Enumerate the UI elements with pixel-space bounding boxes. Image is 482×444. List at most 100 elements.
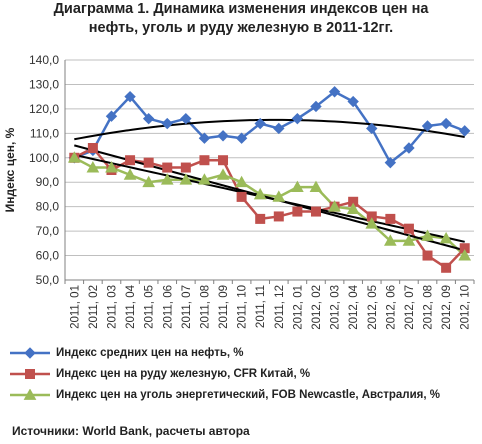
x-tick-label: 2011, 09 [218,285,230,329]
x-tick-label: 2012, 06 [385,285,397,330]
y-tick-label: 110,0 [30,126,59,140]
chart-legend: Индекс средних цен на нефть, % Индекс цен… [10,342,478,405]
axis-labels: 50,0 60,0 70,0 80,0 90,0 100,0 110,0 120,0 130,0… [3,53,472,330]
data-point [366,122,378,135]
y-tick-label: 60,0 [36,249,60,263]
data-point [365,217,379,229]
data-point [440,117,452,130]
data-point [124,90,136,103]
data-point [328,200,341,212]
y-tick-label: 80,0 [36,200,60,214]
data-point [310,100,322,113]
y-tick-label: 100,0 [29,151,59,165]
x-tick-label: 2011, 11 [255,285,267,328]
chart-title-line-2: нефть, уголь и руду железную в 2011-12гг… [88,20,394,36]
source-note: Источники: World Bank, расчеты автора [12,424,250,438]
data-point [24,346,36,359]
data-point [179,173,193,185]
data-point [272,190,286,202]
data-point [385,213,396,224]
x-tick-label: 2012, 08 [423,285,435,330]
data-point [236,191,247,202]
trend-line-coal [74,153,465,243]
chart-title-line-1: Диаграмма 1. Динамика изменения индексов… [53,1,429,17]
x-tick-label: 2011, 07 [181,285,193,329]
data-point [273,211,284,222]
series-markers [67,86,472,273]
data-point [123,168,137,180]
data-point [292,206,303,217]
x-tick-label: 2011, 04 [125,284,137,329]
data-point [23,388,37,400]
data-point [421,120,434,132]
data-point [439,231,453,244]
x-tick-label: 2012, 02 [311,285,323,330]
data-point [161,117,173,130]
series-lines [73,90,466,270]
legend-label: Индекс цен на уголь энергетический, FOB … [56,388,440,401]
legend-item-oil: Индекс средних цен на нефть, % [10,342,478,363]
series-line-ore [73,146,466,270]
y-tick-label: 50,0 [36,273,60,287]
data-point [180,162,191,173]
data-point [86,161,100,173]
y-tick-label: 70,0 [36,224,60,238]
data-point [347,95,359,108]
x-tick-label: 2012, 01 [292,285,304,330]
chart-title: Диаграмма 1. Динамика изменения индексов… [0,0,482,38]
legend-item-coal: Индекс цен на уголь энергетический, FOB … [10,384,478,405]
legend-swatch-coal [10,388,50,400]
data-point [125,155,136,166]
y-tick-label: 120,0 [29,102,59,116]
data-point [198,132,211,144]
data-point [421,229,434,241]
data-point [180,112,192,125]
data-point [143,157,154,168]
data-point [160,173,174,185]
data-point [105,161,118,173]
x-tick-label: 2012, 10 [460,285,472,330]
data-point [142,175,156,188]
data-point [402,234,416,246]
data-point [458,249,472,261]
data-point [273,122,285,135]
data-point [235,175,248,188]
x-tick-label: 2011, 01 [69,285,81,329]
x-tick-label: 2011, 10 [237,285,249,329]
data-point [142,112,155,125]
x-tick-label: 2011, 12 [274,285,286,329]
legend-swatch-ore [10,368,50,379]
grid-lines [65,59,474,281]
x-tick-label: 2011, 03 [106,285,118,329]
data-point [328,86,341,98]
x-tick-label: 2011, 05 [144,285,156,329]
data-point [198,173,211,185]
x-tick-label: 2012, 05 [367,285,379,330]
legend-swatch-oil [10,346,50,359]
legend-label: Индекс средних цен на нефть, % [56,346,244,359]
y-tick-label: 90,0 [36,175,60,189]
data-point [217,130,229,142]
data-point [384,156,397,169]
legend-item-ore: Индекс цен на руду железную, CFR Китай, … [10,363,478,384]
data-point [383,234,397,246]
data-point [403,142,415,154]
y-axis-title: Индекс цен, % [3,127,17,212]
x-tick-label: 2011, 08 [199,285,211,329]
data-point [254,117,266,130]
data-point [310,206,321,217]
data-point [105,110,118,122]
data-point [218,155,229,166]
series-line-coal [73,156,466,257]
data-point [87,143,98,153]
data-point [253,187,267,200]
data-point [458,125,471,137]
data-point [25,368,35,379]
trend-line-oil [74,118,465,141]
data-point [291,112,304,125]
trend-lines [74,118,465,252]
data-point [255,213,266,224]
x-tick-label: 2011, 02 [88,285,100,329]
